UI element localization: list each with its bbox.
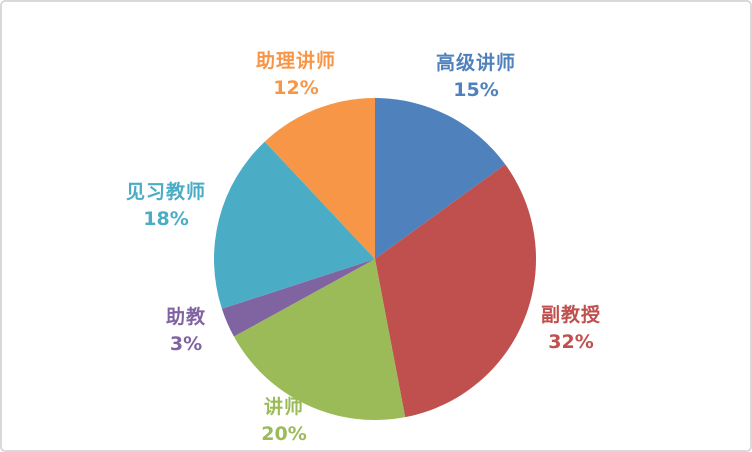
label-lecturer: 讲师 20% — [261, 394, 306, 448]
label-trainee-teacher: 见习教师 18% — [126, 179, 206, 233]
label-assistant-lecturer-name: 助理讲师 — [255, 50, 337, 72]
pie-slice-2 — [233, 259, 406, 421]
label-senior-lecturer: 高级讲师 15% — [436, 50, 516, 104]
pie-slice-0 — [375, 98, 506, 259]
pie-slice-4 — [214, 141, 375, 309]
label-senior-lecturer-percent: 15% — [453, 79, 499, 101]
label-trainee-teacher-percent: 18% — [143, 208, 189, 230]
pie-slice-1 — [375, 164, 536, 418]
label-teaching-assistant-name: 助教 — [165, 306, 207, 328]
label-teaching-assistant: 助教 3% — [166, 304, 206, 358]
label-associate-professor-name: 副教授 — [540, 304, 602, 326]
label-assistant-lecturer-percent: 12% — [273, 77, 319, 99]
label-lecturer-percent: 20% — [261, 423, 307, 445]
label-lecturer-name: 讲师 — [263, 396, 305, 418]
label-associate-professor-percent: 32% — [548, 331, 594, 353]
label-assistant-lecturer: 助理讲师 12% — [256, 48, 336, 102]
label-associate-professor: 副教授 32% — [541, 302, 601, 356]
label-trainee-teacher-name: 见习教师 — [125, 181, 207, 203]
pie-slice-3 — [221, 259, 375, 337]
label-senior-lecturer-name: 高级讲师 — [435, 52, 517, 74]
label-teaching-assistant-percent: 3% — [169, 333, 203, 355]
pie-slice-5 — [264, 98, 375, 259]
